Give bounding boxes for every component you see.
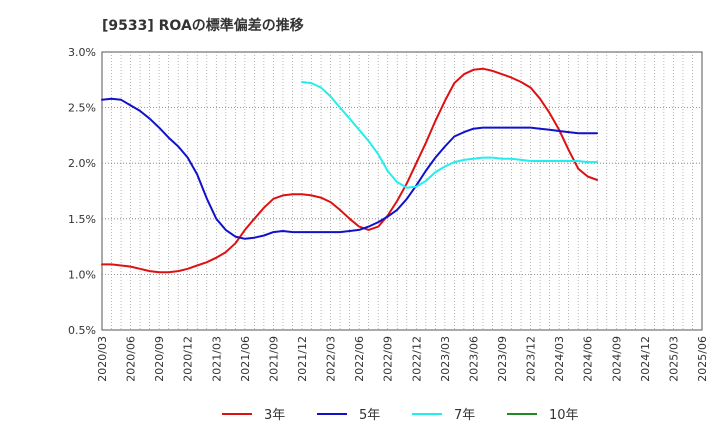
series-line-5年 xyxy=(101,97,599,240)
grid-lines xyxy=(102,52,702,330)
x-tick-label: 2023/09 xyxy=(496,336,509,382)
x-tick-label: 2022/09 xyxy=(382,336,395,382)
legend-label: 3年 xyxy=(264,408,285,423)
x-tick-label: 2025/06 xyxy=(696,336,709,382)
x-tick-label: 2024/12 xyxy=(639,336,652,382)
x-tick-label: 2020/06 xyxy=(125,336,138,382)
x-tick-label: 2022/12 xyxy=(410,336,423,382)
x-tick-label: 2024/03 xyxy=(553,336,566,382)
series-line-3年 xyxy=(101,67,599,274)
x-tick-label: 2020/12 xyxy=(182,336,195,382)
x-tick-label: 2022/06 xyxy=(353,336,366,382)
legend: 3年 5年 7年 10年 xyxy=(222,408,579,423)
legend-label: 5年 xyxy=(359,408,380,423)
y-tick-label: 0.5% xyxy=(68,324,96,337)
x-tick-label: 2020/09 xyxy=(153,336,166,382)
legend-label: 10年 xyxy=(549,408,579,423)
series-lines xyxy=(101,67,599,274)
x-axis-ticks: 2020/03 2020/06 2020/09 2020/12 2021/03 2021/… xyxy=(96,336,709,382)
x-tick-label: 2021/12 xyxy=(296,336,309,382)
chart-title: [9533] ROAの標準偏差の推移 xyxy=(102,17,304,34)
plot-area: 0.5%1.0%1.5%2.0%2.5%3.0% 2020/03 2020/06 2… xyxy=(68,46,709,382)
x-tick-label: 2020/03 xyxy=(96,336,109,382)
y-tick-label: 2.0% xyxy=(68,157,96,170)
x-tick-label: 2021/09 xyxy=(267,336,280,382)
x-tick-label: 2023/12 xyxy=(525,336,538,382)
y-tick-label: 2.5% xyxy=(68,102,96,115)
x-tick-label: 2023/06 xyxy=(467,336,480,382)
y-axis-ticks: 0.5% 1.0% 1.5% 2.0% 2.5% 3.0% xyxy=(68,46,96,337)
x-tick-label: 2023/03 xyxy=(439,336,452,382)
x-tick-label: 2022/03 xyxy=(325,336,338,382)
x-tick-label: 2025/03 xyxy=(667,336,680,382)
series-line-7年 xyxy=(301,81,599,189)
x-tick-label: 2024/06 xyxy=(582,336,595,382)
x-tick-label: 2021/06 xyxy=(239,336,252,382)
legend-label: 7年 xyxy=(454,408,475,423)
y-tick-label: 1.5% xyxy=(68,213,96,226)
y-tick-label: 1.0% xyxy=(68,268,96,281)
x-tick-label: 2021/03 xyxy=(210,336,223,382)
x-tick-label: 2024/09 xyxy=(610,336,623,382)
y-tick-label: 3.0% xyxy=(68,46,96,59)
